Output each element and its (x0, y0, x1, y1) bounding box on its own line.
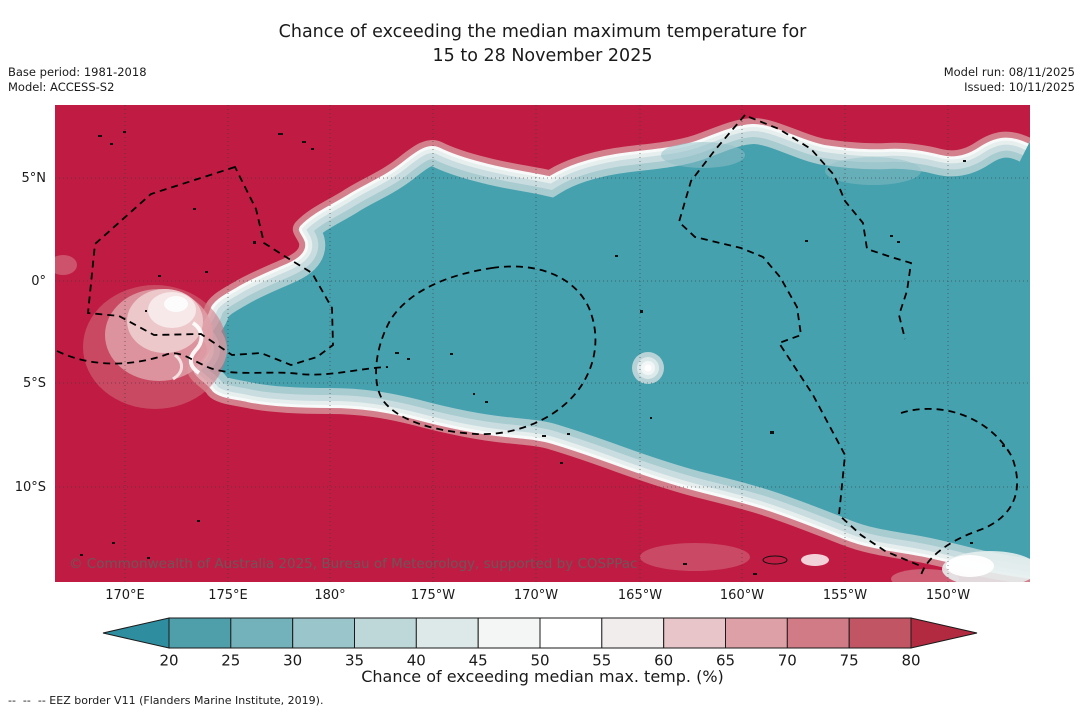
light-teal-patch-2 (825, 157, 921, 185)
colorbar-seg-60-65 (663, 617, 727, 649)
lat-label-0: 0° (31, 274, 46, 289)
title-line-2: 15 to 28 November 2025 (432, 46, 653, 66)
blob-white-tongue (188, 321, 204, 375)
lon-label-165w: 165°W (617, 588, 663, 603)
eez-footnote: -- -- -- EEZ border V11 (Flanders Marine… (8, 694, 323, 707)
colorbar-left-arrow (102, 617, 170, 649)
eez-borders (56, 114, 1018, 576)
colorbar-seg-75-80 (848, 617, 912, 649)
lat-label-5n: 5°N (21, 171, 47, 186)
eez-west-tail (56, 350, 389, 376)
lat-label-10s: 10°S (14, 480, 46, 495)
lon-label-170w: 170°W (513, 588, 559, 603)
colorbar-seg-40-45 (415, 617, 479, 649)
colorbar-seg-55-60 (601, 617, 665, 649)
eez-footnote-text: EEZ border V11 (Flanders Marine Institut… (45, 694, 324, 707)
eez-line-islands-east (748, 116, 913, 340)
lon-label-175w: 175°W (410, 588, 456, 603)
colorbar-seg-30-35 (292, 617, 356, 649)
lat-label-5s: 5°S (22, 376, 46, 391)
colorbar-tick-80: 80 (901, 652, 920, 670)
lon-label-150w: 150°W (925, 588, 971, 603)
colorbar-seg-45-50 (477, 617, 541, 649)
blob-core (164, 296, 188, 312)
bullseye-core (644, 364, 652, 372)
colorbar-label: Chance of exceeding median max. temp. (%… (361, 667, 724, 686)
colorbar-tick-30: 30 (283, 652, 302, 670)
colorbar-tick-50: 50 (530, 652, 549, 670)
colorbar-tick-60: 60 (654, 652, 673, 670)
corner-pink-band-1 (640, 543, 750, 571)
lon-label-180: 180° (314, 588, 346, 603)
corner-pink-band-2 (891, 569, 959, 582)
colorbar-seg-65-70 (725, 617, 788, 649)
colorbar-tick-65: 65 (716, 652, 735, 670)
lon-label-155w: 155°W (822, 588, 868, 603)
copyright-text: © Commonwealth of Australia 2025, Bureau… (69, 556, 637, 572)
island-specks (80, 131, 1005, 575)
probability-map: © Commonwealth of Australia 2025, Bureau… (55, 105, 1030, 582)
issued-text: Issued: 10/11/2025 (964, 79, 1075, 94)
bottom-right-pale-corner (640, 543, 1030, 582)
boundary-white-spot (801, 554, 829, 566)
colorbar-tick-40: 40 (407, 652, 426, 670)
red-high-region (55, 105, 1030, 582)
colorbar-tick-55: 55 (592, 652, 611, 670)
white-bullseye (632, 352, 664, 384)
title-line-1: Chance of exceeding the median maximum t… (278, 22, 807, 42)
colorbar-tick-75: 75 (840, 652, 859, 670)
colorbar-tick-35: 35 (345, 652, 364, 670)
colorbar-seg-20-25 (168, 617, 232, 649)
colorbar: 20 25 30 35 40 45 50 55 60 65 70 75 80 (102, 617, 978, 670)
eez-line-islands-west (677, 114, 924, 568)
meta-right: Model run: 08/11/2025 Issued: 10/11/2025 (944, 65, 1075, 94)
model-run-text: Model run: 08/11/2025 (943, 65, 1075, 79)
meta-left: Base period: 1981-2018 Model: ACCESS-S2 (8, 65, 147, 94)
lon-label-175e: 175°E (208, 588, 248, 603)
colorbar-seg-25-30 (230, 617, 294, 649)
colorbar-right-arrow (910, 617, 978, 649)
eez-dash-symbol: -- -- -- (8, 694, 46, 707)
page-title: Chance of exceeding the median maximum t… (0, 20, 1085, 68)
base-period-text: Base period: 1981-2018 (8, 65, 147, 79)
eez-polygon-west (87, 165, 334, 366)
colorbar-seg-35-40 (354, 617, 417, 649)
colorbar-tick-45: 45 (469, 652, 488, 670)
eez-polygon-center (375, 265, 597, 436)
corner-white-patch (946, 555, 994, 577)
lon-label-170e: 170°E (105, 588, 145, 603)
colorbar-seg-50-55 (539, 617, 603, 649)
colorbar-seg-70-75 (786, 617, 850, 649)
lon-label-160w: 160°W (719, 588, 765, 603)
atoll-outline (762, 555, 788, 565)
colorbar-tick-20: 20 (159, 652, 178, 670)
light-teal-patch-1 (661, 142, 745, 168)
eez-southeast-loop (900, 408, 1018, 576)
colorbar-tick-70: 70 (778, 652, 797, 670)
blob-pink-tongue (172, 353, 183, 381)
edge-pink-patch (55, 255, 77, 275)
map-svg: © Commonwealth of Australia 2025, Bureau… (55, 105, 1030, 582)
colorbar-tick-25: 25 (221, 652, 240, 670)
model-text: Model: ACCESS-S2 (8, 79, 115, 94)
left-pink-blob (55, 255, 227, 409)
